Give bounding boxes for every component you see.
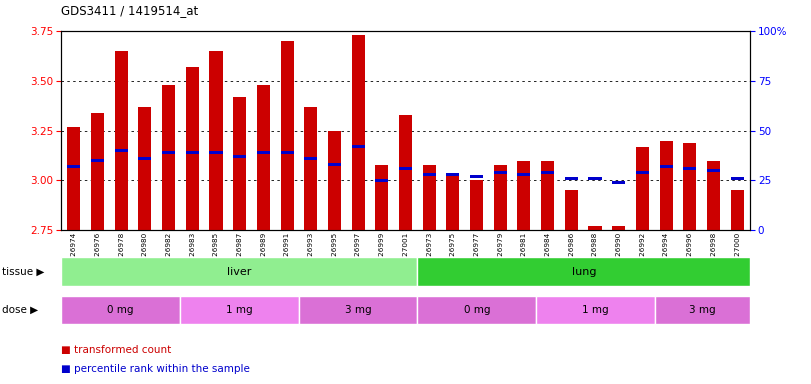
Text: lung: lung bbox=[572, 266, 596, 277]
Bar bbox=[731, 190, 744, 230]
Bar bbox=[589, 227, 602, 230]
Bar bbox=[352, 35, 365, 230]
Bar bbox=[399, 114, 412, 230]
Bar bbox=[209, 151, 222, 154]
Bar bbox=[589, 177, 602, 180]
Bar bbox=[375, 164, 388, 230]
Bar bbox=[352, 145, 365, 148]
Bar bbox=[234, 155, 247, 158]
Bar bbox=[139, 107, 152, 230]
Bar bbox=[612, 227, 625, 230]
Bar bbox=[446, 173, 459, 176]
Bar bbox=[91, 113, 104, 230]
Bar bbox=[423, 164, 436, 230]
Bar bbox=[423, 173, 436, 176]
Bar bbox=[281, 41, 294, 230]
Bar bbox=[707, 161, 720, 230]
Text: GDS3411 / 1419514_at: GDS3411 / 1419514_at bbox=[61, 4, 198, 17]
Bar bbox=[418, 257, 750, 286]
Bar bbox=[655, 296, 750, 324]
Text: liver: liver bbox=[227, 266, 251, 277]
Bar bbox=[61, 296, 180, 324]
Bar bbox=[139, 157, 152, 160]
Bar bbox=[517, 161, 530, 230]
Bar bbox=[186, 151, 199, 154]
Text: ■ percentile rank within the sample: ■ percentile rank within the sample bbox=[61, 364, 250, 374]
Bar bbox=[470, 180, 483, 230]
Text: tissue ▶: tissue ▶ bbox=[2, 266, 44, 277]
Bar bbox=[257, 151, 270, 154]
Bar bbox=[541, 161, 554, 230]
Bar bbox=[541, 171, 554, 174]
Bar bbox=[304, 107, 317, 230]
Text: ■ transformed count: ■ transformed count bbox=[61, 345, 171, 355]
Bar bbox=[470, 175, 483, 178]
Bar bbox=[375, 179, 388, 182]
Bar bbox=[446, 177, 459, 230]
Bar bbox=[659, 165, 672, 168]
Bar bbox=[517, 173, 530, 176]
Bar bbox=[564, 190, 577, 230]
Text: 1 mg: 1 mg bbox=[582, 305, 609, 315]
Bar bbox=[659, 141, 672, 230]
Bar bbox=[494, 171, 507, 174]
Bar bbox=[209, 51, 222, 230]
Bar bbox=[186, 67, 199, 230]
Bar bbox=[114, 149, 128, 152]
Bar bbox=[67, 165, 80, 168]
Text: 3 mg: 3 mg bbox=[689, 305, 716, 315]
Bar bbox=[67, 127, 80, 230]
Bar bbox=[494, 164, 507, 230]
Bar bbox=[612, 181, 625, 184]
Bar bbox=[399, 167, 412, 170]
Text: 0 mg: 0 mg bbox=[464, 305, 490, 315]
Bar bbox=[683, 167, 697, 170]
Bar bbox=[731, 177, 744, 180]
Bar bbox=[636, 171, 649, 174]
Text: dose ▶: dose ▶ bbox=[2, 305, 38, 315]
Bar bbox=[707, 169, 720, 172]
Bar bbox=[180, 296, 298, 324]
Text: 1 mg: 1 mg bbox=[225, 305, 252, 315]
Bar bbox=[304, 157, 317, 160]
Bar bbox=[162, 151, 175, 154]
Bar bbox=[234, 97, 247, 230]
Bar bbox=[162, 84, 175, 230]
Bar bbox=[281, 151, 294, 154]
Bar bbox=[257, 84, 270, 230]
Bar bbox=[636, 147, 649, 230]
Bar bbox=[418, 296, 536, 324]
Bar bbox=[114, 51, 128, 230]
Bar bbox=[91, 159, 104, 162]
Bar bbox=[298, 296, 418, 324]
Bar bbox=[683, 142, 697, 230]
Bar bbox=[564, 177, 577, 180]
Bar bbox=[328, 131, 341, 230]
Text: 0 mg: 0 mg bbox=[107, 305, 134, 315]
Bar bbox=[536, 296, 655, 324]
Text: 3 mg: 3 mg bbox=[345, 305, 371, 315]
Bar bbox=[328, 163, 341, 166]
Bar bbox=[61, 257, 418, 286]
